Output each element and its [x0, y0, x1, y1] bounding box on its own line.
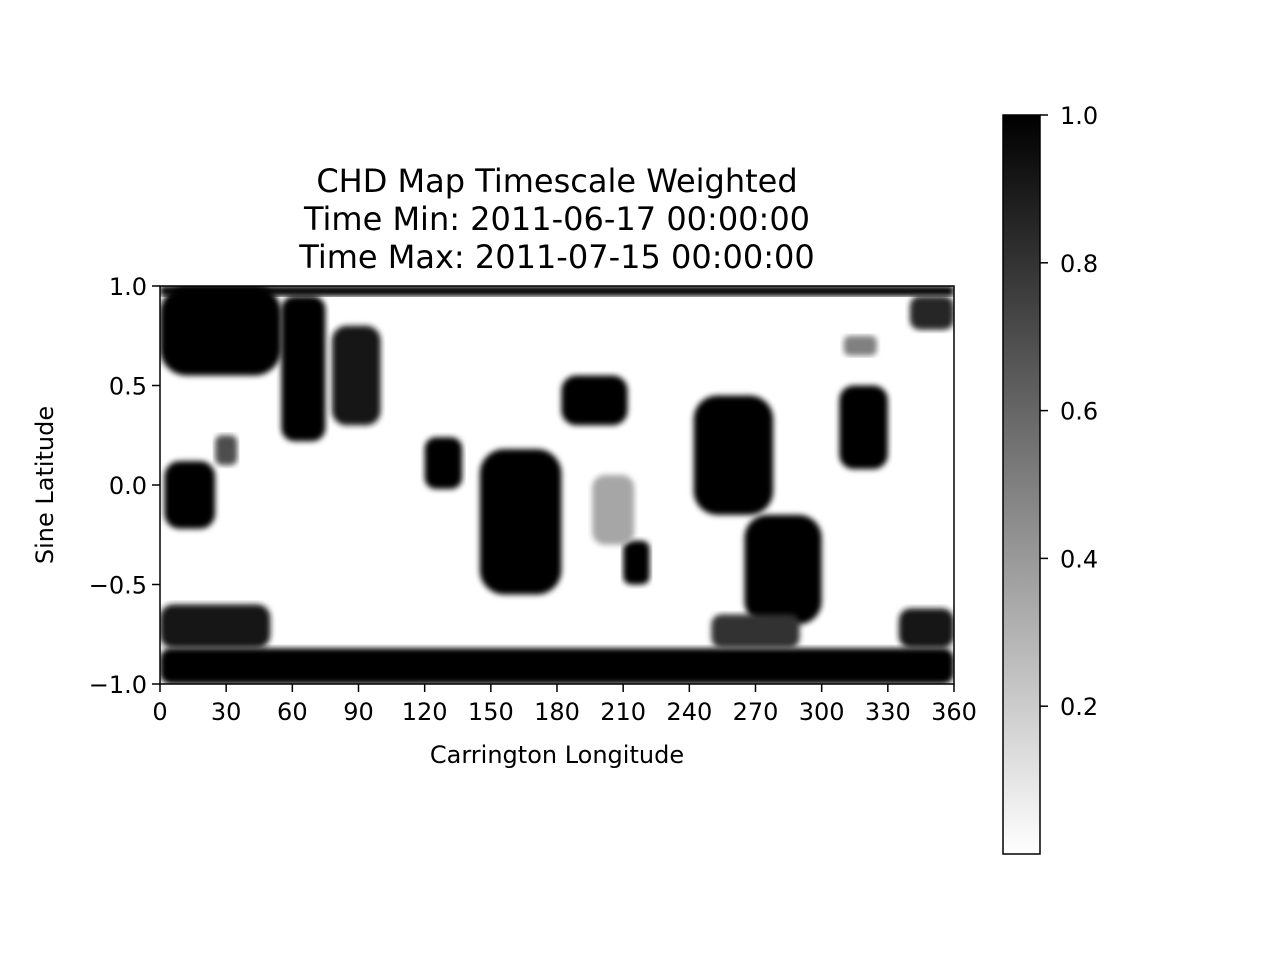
- colorbar-ticks: 1.0 0.8 0.6 0.4 0.2: [1040, 102, 1098, 721]
- x-tick-label: 90: [343, 698, 374, 726]
- y-tick-label: −0.5: [89, 572, 147, 600]
- heatmap-region: [215, 435, 238, 466]
- y-tick-label: 1.0: [109, 273, 147, 301]
- heatmap-region: [592, 475, 635, 545]
- colorbar-tick-label: 0.8: [1060, 250, 1098, 278]
- x-tick-label: 120: [402, 698, 448, 726]
- heatmap-region: [839, 385, 888, 470]
- colorbar-tick-label: 1.0: [1060, 102, 1098, 130]
- x-tick-label: 0: [152, 698, 167, 726]
- heatmap-region: [898, 608, 954, 649]
- colorbar-tick-label: 0.4: [1060, 545, 1098, 573]
- x-tick-label: 210: [600, 698, 646, 726]
- y-axis-ticks: 1.0 0.5 0.0 −0.5 −1.0: [89, 273, 160, 699]
- x-tick-label: 180: [534, 698, 580, 726]
- x-tick-label: 60: [277, 698, 308, 726]
- x-tick-label: 300: [799, 698, 845, 726]
- heatmap-region: [160, 286, 282, 376]
- x-tick-label: 270: [733, 698, 779, 726]
- chart-title-line-1: CHD Map Timescale Weighted: [316, 162, 798, 200]
- colorbar-frame: [1002, 114, 1041, 855]
- x-axis-label: Carrington Longitude: [430, 741, 684, 769]
- x-tick-label: 30: [211, 698, 242, 726]
- colorbar-tick-label: 0.2: [1060, 693, 1098, 721]
- heatmap-region: [561, 375, 628, 426]
- x-tick-label: 330: [865, 698, 911, 726]
- heatmap-regions: [160, 286, 954, 684]
- colorbar-gradient: [1003, 115, 1040, 854]
- heatmap-region: [332, 325, 381, 426]
- heatmap-region: [424, 437, 463, 489]
- heatmap-region: [909, 295, 954, 330]
- heatmap-region: [623, 540, 650, 585]
- heatmap-region: [160, 648, 954, 684]
- y-tick-label: 0.5: [109, 373, 147, 401]
- heatmap-region: [843, 335, 877, 356]
- colorbar: 1.0 0.8 0.6 0.4 0.2: [1002, 102, 1098, 855]
- x-tick-label: 240: [666, 698, 712, 726]
- y-tick-label: −1.0: [89, 671, 147, 699]
- y-axis-label: Sine Latitude: [31, 406, 59, 564]
- x-tick-label: 360: [931, 698, 977, 726]
- chart-title-line-3: Time Max: 2011-07-15 00:00:00: [299, 238, 815, 276]
- heatmap-region: [281, 295, 326, 442]
- x-tick-label: 150: [468, 698, 514, 726]
- colorbar-tick-label: 0.6: [1060, 398, 1098, 426]
- heatmap-region: [479, 449, 562, 595]
- heatmap-region: [160, 286, 954, 296]
- heatmap-region: [711, 614, 800, 649]
- y-tick-label: 0.0: [109, 472, 147, 500]
- heatmap-region: [164, 461, 216, 529]
- x-axis-ticks: 0 30 60 90 120 150 180 210 240 270 300 330 360: [152, 684, 977, 726]
- heatmap-region: [160, 604, 271, 649]
- heatmap-region: [693, 395, 774, 515]
- heatmap-plot-area: [159, 285, 955, 685]
- heatmap-region: [744, 514, 822, 625]
- chart-title-line-2: Time Min: 2011-06-17 00:00:00: [303, 200, 811, 238]
